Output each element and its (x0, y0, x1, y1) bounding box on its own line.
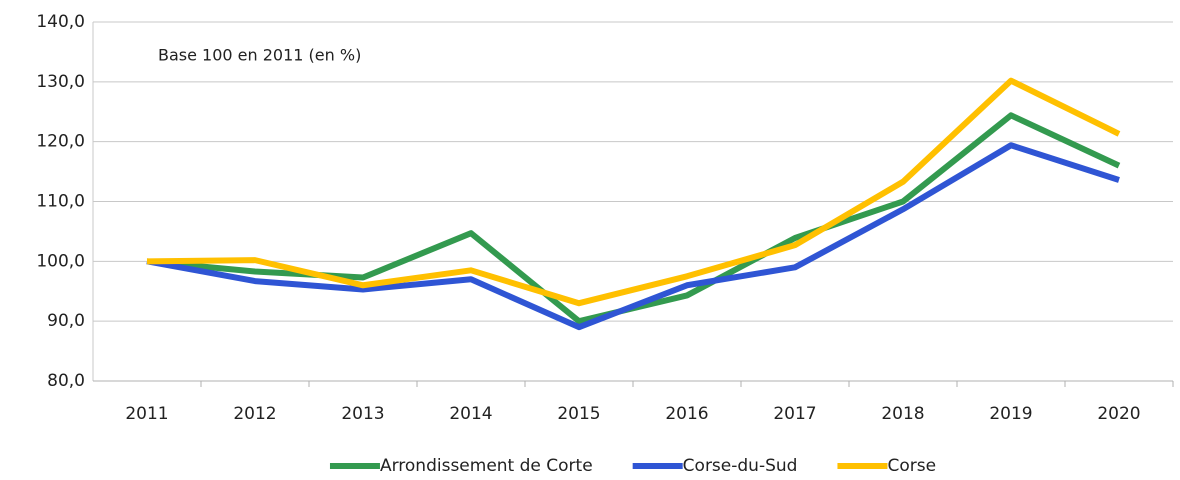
legend-label: Arrondissement de Corte (380, 456, 593, 476)
x-tick-label: 2016 (665, 404, 708, 424)
legend-label: Corse (887, 456, 936, 476)
y-tick-label: 80,0 (47, 371, 85, 391)
y-tick-label: 140,0 (36, 12, 85, 32)
annotation: Base 100 en 2011 (en %) (158, 46, 361, 65)
y-tick-label: 110,0 (36, 192, 85, 212)
x-tick-label: 2012 (233, 404, 276, 424)
line-series (146, 77, 1121, 307)
x-tick-label: 2014 (449, 404, 492, 424)
x-tick-label: 2017 (773, 404, 816, 424)
y-tick-label: 100,0 (36, 251, 85, 271)
x-tick-label: 2013 (341, 404, 384, 424)
x-tick-label: 2011 (125, 404, 168, 424)
x-tick-label: 2020 (1097, 404, 1140, 424)
x-tick-label: 2015 (557, 404, 600, 424)
x-tick-label: 2018 (881, 404, 924, 424)
y-tick-label: 120,0 (36, 132, 85, 152)
legend-label: Corse-du-Sud (683, 456, 798, 476)
y-tick-label: 130,0 (36, 72, 85, 92)
y-tick-label: 90,0 (47, 311, 85, 331)
line-series (146, 142, 1120, 331)
x-tick-label: 2019 (989, 404, 1032, 424)
